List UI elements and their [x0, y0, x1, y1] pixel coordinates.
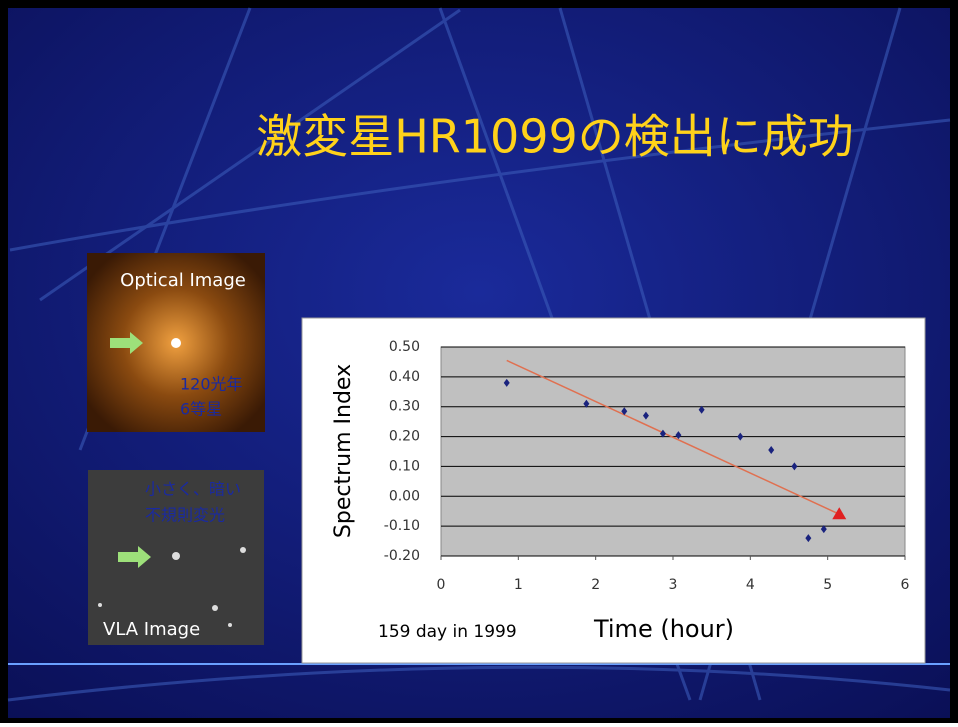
x-tick-label: 3	[669, 577, 678, 593]
y-tick-label: 0.30	[389, 399, 420, 415]
plot-area	[441, 347, 905, 556]
image-note: 不規則変光	[145, 506, 225, 525]
y-axis-label: Spectrum Index	[331, 364, 356, 538]
image-label: VLA Image	[103, 619, 200, 640]
x-tick-label: 4	[746, 577, 755, 593]
x-tick-label: 6	[901, 577, 910, 593]
y-tick-label: 0.20	[389, 429, 420, 445]
slide-title: 激変星HR1099の検出に成功	[256, 110, 854, 164]
star	[171, 338, 181, 348]
y-tick-label: 0.40	[389, 369, 420, 385]
x-tick-label: 5	[823, 577, 832, 593]
x-tick-label: 0	[437, 577, 446, 593]
image-note: 120光年	[180, 375, 243, 394]
y-tick-label: 0.00	[389, 488, 420, 504]
y-tick-label: 0.50	[389, 339, 420, 355]
image-label: Optical Image	[120, 270, 246, 291]
x-tick-label: 2	[591, 577, 600, 593]
x-axis-label: Time (hour)	[593, 615, 734, 643]
slide: 激変星HR1099の検出に成功 Optical Image 120光年 6等星 …	[0, 0, 958, 723]
x-tick-label: 1	[514, 577, 523, 593]
image-note: 小さく、暗い	[145, 480, 241, 499]
image-note: 6等星	[180, 400, 222, 419]
y-tick-label: 0.10	[389, 458, 420, 474]
y-tick-label: -0.10	[384, 518, 420, 534]
y-tick-label: -0.20	[384, 548, 420, 564]
annotation: 159 day in 1999	[378, 622, 517, 642]
